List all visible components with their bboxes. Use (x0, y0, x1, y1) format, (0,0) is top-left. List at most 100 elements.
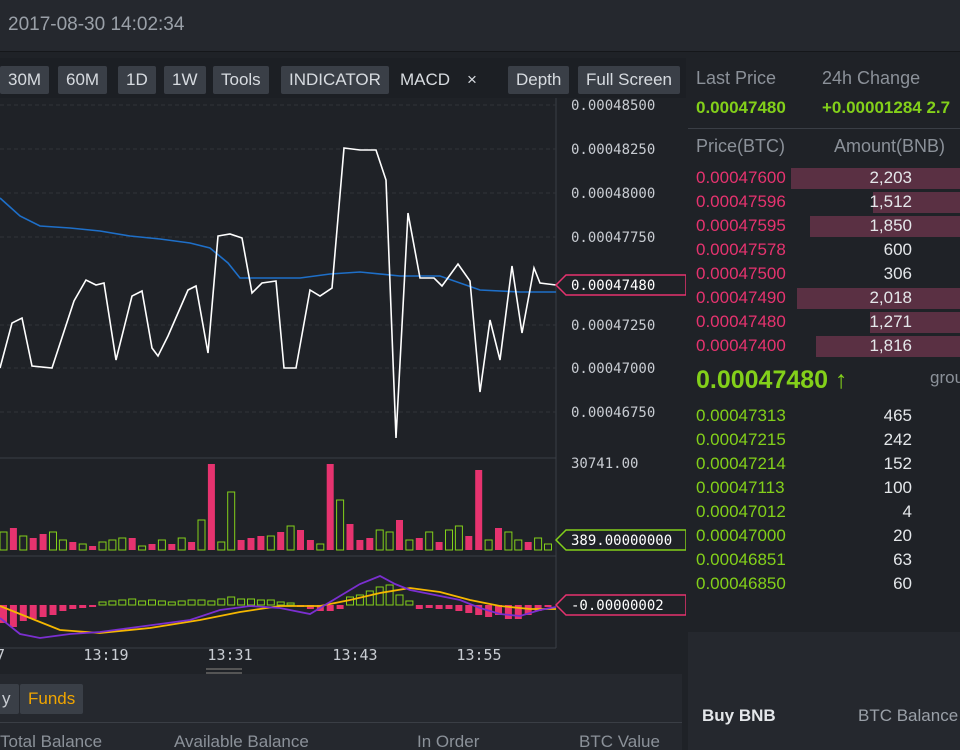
ask-depth-bar (810, 216, 960, 237)
ask-price: 0.00047490 (696, 288, 786, 307)
available-balance-header: Available Balance (174, 732, 309, 750)
volume-bar (157, 539, 166, 551)
volume-bar (534, 537, 543, 551)
volume-bar (544, 543, 552, 551)
volume-bar (188, 542, 196, 550)
price-axis: 0.00048500 0.00048250 0.00048000 0.00047750… (571, 98, 655, 421)
macd-bar (177, 600, 186, 606)
volume-bar (29, 538, 37, 550)
ticker-divider (688, 128, 960, 129)
last-price-header: Last Price (696, 68, 777, 88)
macd-current-tag: -0.00000002 (554, 594, 686, 616)
bid-row[interactable]: 0.00047214 152 (688, 452, 960, 476)
volume-bar (475, 470, 483, 550)
ask-depth-bar (872, 192, 960, 213)
depth-button[interactable]: Depth (508, 66, 570, 94)
resize-handle[interactable] (206, 668, 242, 674)
volume-bar (306, 540, 314, 550)
last-price-value: 0.00047480 (696, 98, 786, 117)
ask-amount: 1,512 (869, 192, 912, 211)
volume-bar (495, 528, 502, 550)
interval-60m-button[interactable]: 60M (58, 66, 108, 94)
macd-bar (276, 601, 285, 606)
macd-bar (524, 605, 532, 615)
ask-row[interactable]: 0.00047500 306 (688, 262, 960, 286)
volume-bar (39, 534, 47, 550)
group-label[interactable]: grou (930, 368, 960, 387)
macd-bar (59, 605, 67, 611)
bid-row[interactable]: 0.00047215 242 (688, 428, 960, 452)
macd-bar (79, 605, 87, 608)
bid-price: 0.00046850 (696, 574, 786, 593)
macd-bar (167, 601, 176, 606)
volume-current-tag: 389.00000000 (554, 529, 686, 551)
bid-row[interactable]: 0.00047313 465 (688, 404, 960, 428)
interval-1w-button[interactable]: 1W (164, 66, 206, 94)
bid-row[interactable]: 0.00046851 63 (688, 548, 960, 572)
interval-30m-button[interactable]: 30M (0, 66, 50, 94)
tab-history[interactable]: y (0, 684, 19, 714)
volume-bar (78, 543, 87, 551)
ask-price: 0.00047480 (696, 312, 786, 331)
volume-bar (49, 531, 57, 551)
ask-row[interactable]: 0.00047578 600 (688, 238, 960, 262)
tools-button[interactable]: Tools (213, 66, 269, 94)
ask-row[interactable]: 0.00047480 1,271 (688, 310, 960, 334)
time-tick-label: 13:31 (207, 646, 252, 664)
btc-value-header: BTC Value (579, 732, 660, 750)
volume-bar (118, 537, 127, 551)
volume-bar (257, 536, 265, 550)
macd-bar (326, 605, 334, 611)
volume-bar (336, 499, 345, 551)
ask-price: 0.00047596 (696, 192, 786, 211)
volume-bar (435, 542, 443, 550)
bid-row[interactable]: 0.00047000 20 (688, 524, 960, 548)
volume-bar (128, 538, 136, 550)
volume-bar (19, 535, 28, 551)
ask-row[interactable]: 0.00047596 1,512 (688, 190, 960, 214)
macd-bar (544, 605, 552, 607)
volume-bar (0, 531, 8, 551)
volume-bar (316, 543, 325, 551)
change-value: +0.00001284 2.7 (822, 98, 951, 117)
ask-depth-bar (796, 288, 960, 309)
price-tick-label: 0.00047000 (571, 361, 655, 377)
price-tick-label: 0.00047250 (571, 318, 655, 334)
fullscreen-button[interactable]: Full Screen (578, 66, 680, 94)
macd-bar (435, 605, 443, 609)
volume-bar (484, 539, 493, 551)
ask-price: 0.00047600 (696, 168, 786, 187)
tab-funds[interactable]: Funds (20, 684, 84, 714)
interval-1d-button[interactable]: 1D (118, 66, 156, 94)
macd-bar (89, 605, 97, 607)
volume-bar (148, 544, 156, 550)
ask-row[interactable]: 0.00047595 1,850 (688, 214, 960, 238)
bid-row[interactable]: 0.00046850 60 (688, 572, 960, 596)
macd-bar (475, 605, 483, 615)
volume-bar (247, 538, 255, 550)
macd-bar (286, 602, 295, 606)
chart-canvas[interactable]: 0.00048500 0.00048250 0.00048000 0.00047750… (0, 98, 686, 670)
macd-bar (128, 598, 137, 606)
bid-row[interactable]: 0.00047113 100 (688, 476, 960, 500)
indicator-button[interactable]: INDICATOR (281, 66, 389, 94)
volume-bar (69, 542, 77, 550)
volume-bar (277, 532, 285, 550)
ask-row[interactable]: 0.00047600 2,203 (688, 166, 960, 190)
volume-max-label: 30741.00 (571, 456, 638, 472)
grid (0, 104, 556, 413)
bid-row[interactable]: 0.00047012 4 (688, 500, 960, 524)
ask-row[interactable]: 0.00047490 2,018 (688, 286, 960, 310)
close-macd-icon[interactable]: × (467, 70, 477, 89)
bid-amount: 4 (902, 502, 912, 521)
balances-panel: y Funds Total Balance Available Balance … (0, 674, 682, 750)
macd-bar (69, 605, 77, 609)
bid-amount: 60 (893, 574, 912, 593)
candlestick-chart[interactable]: 0.00048500 0.00048250 0.00048000 0.00047750… (0, 98, 686, 670)
current-price-tag: 0.00047480 (554, 274, 686, 296)
ask-row[interactable]: 0.00047400 1,816 (688, 334, 960, 358)
macd-bar (237, 598, 246, 606)
macd-bar (29, 605, 37, 619)
ask-amount: 2,203 (869, 168, 912, 187)
ask-price: 0.00047595 (696, 216, 786, 235)
